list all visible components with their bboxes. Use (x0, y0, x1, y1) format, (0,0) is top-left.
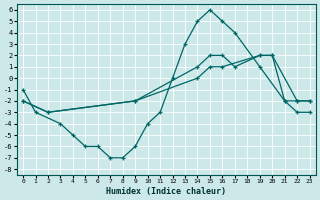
X-axis label: Humidex (Indice chaleur): Humidex (Indice chaleur) (106, 187, 226, 196)
